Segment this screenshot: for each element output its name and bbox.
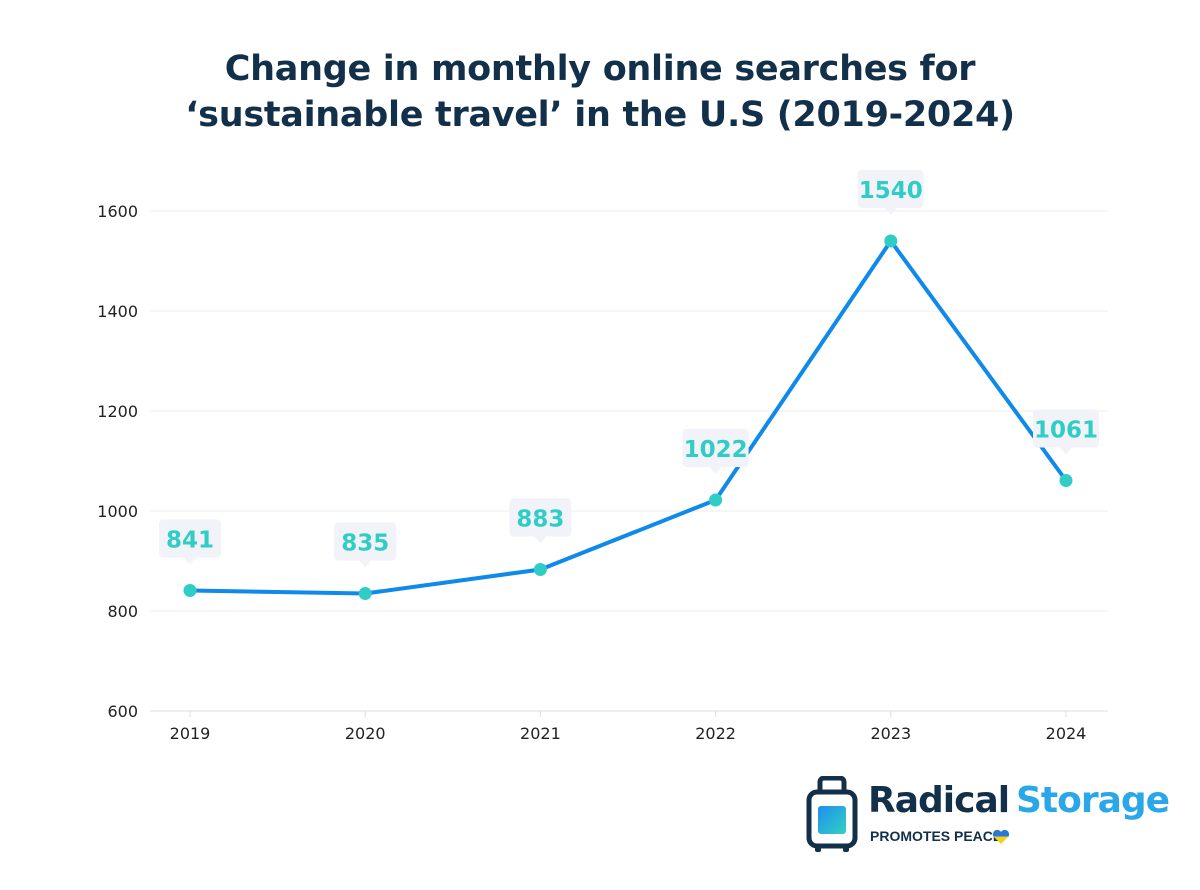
data-label: 883 <box>516 507 564 533</box>
x-tick-label: 2023 <box>870 724 911 743</box>
heart-icon <box>992 829 1010 844</box>
data-label: 835 <box>341 531 389 557</box>
logo-word-storage: Storage <box>1016 780 1170 821</box>
data-point <box>884 234 898 248</box>
data-point <box>1059 474 1073 487</box>
radical-storage-logo: Radical Storage PROMOTES PEACE <box>806 776 1186 856</box>
x-tick-label: 2020 <box>345 724 386 743</box>
data-point <box>533 563 547 576</box>
data-label-box <box>509 498 572 544</box>
logo-word-radical: Radical <box>868 780 1010 821</box>
data-point <box>709 493 723 507</box>
y-tick-label: 800 <box>107 602 138 621</box>
data-point <box>183 584 197 597</box>
data-label: 1022 <box>684 437 748 463</box>
x-tick-label: 2021 <box>520 724 561 743</box>
y-tick-label: 1400 <box>97 302 138 321</box>
x-tick-label: 2022 <box>695 724 736 743</box>
chart-title-line-2: ‘sustainable travel’ in the U.S (2019-20… <box>185 95 1015 135</box>
data-point <box>358 587 372 600</box>
data-label: 1540 <box>859 178 923 204</box>
data-label-box <box>857 170 924 215</box>
chart-title: Change in monthly online searches for ‘s… <box>0 46 1200 138</box>
series-line <box>189 239 1068 596</box>
logo-tagline: PROMOTES PEACE <box>870 828 1003 844</box>
x-tick-label: 2019 <box>170 724 211 743</box>
y-tick-label: 1200 <box>97 402 138 421</box>
data-label-box <box>334 522 397 568</box>
data-label: 841 <box>166 528 214 554</box>
suitcase-icon <box>806 776 858 852</box>
y-tick-label: 1600 <box>97 202 138 221</box>
data-label-box <box>682 429 749 474</box>
x-tick-label: 2024 <box>1046 724 1087 743</box>
data-label-box <box>1033 409 1099 455</box>
chart-title-line-1: Change in monthly online searches for <box>224 49 976 89</box>
y-tick-label: 1000 <box>97 502 138 521</box>
y-tick-label: 600 <box>107 702 138 721</box>
data-label: 1061 <box>1034 418 1098 444</box>
data-label-box <box>159 519 221 565</box>
